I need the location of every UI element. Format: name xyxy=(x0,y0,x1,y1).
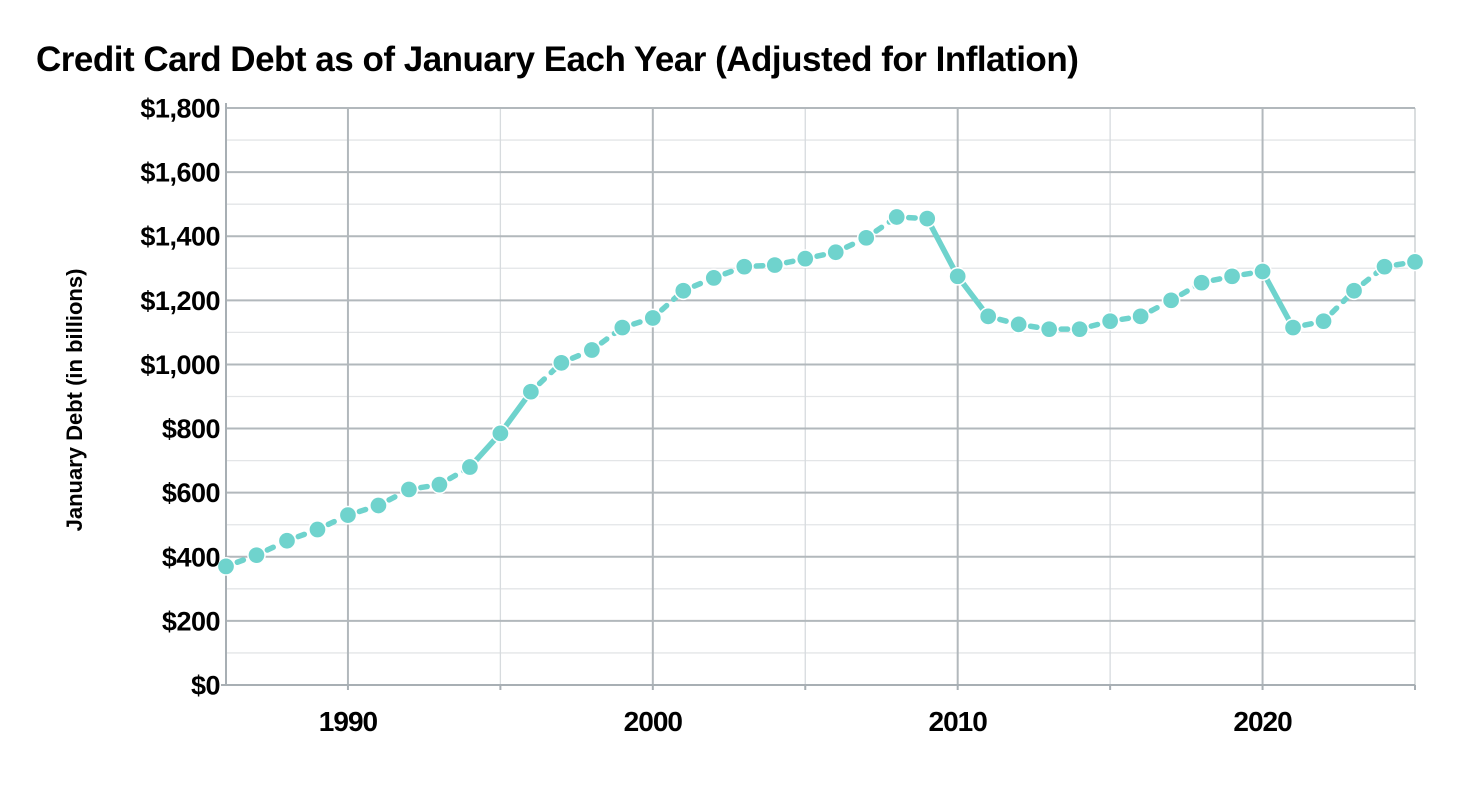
data-point xyxy=(856,228,876,248)
y-tick-label: $400 xyxy=(162,542,220,572)
data-point xyxy=(826,242,846,262)
data-point xyxy=(1222,266,1242,286)
x-tick-label: 1990 xyxy=(319,706,378,737)
data-point xyxy=(1131,307,1150,326)
data-point xyxy=(1283,318,1303,337)
data-point xyxy=(552,353,571,373)
data-point xyxy=(460,457,480,477)
x-tick-label: 2010 xyxy=(929,706,988,737)
data-point xyxy=(1314,311,1333,331)
y-tick-label: $200 xyxy=(162,606,220,636)
y-tick-label: $1,200 xyxy=(140,286,220,316)
data-point xyxy=(491,424,510,443)
data-point xyxy=(1344,281,1364,301)
data-point xyxy=(734,257,754,277)
data-point xyxy=(1253,262,1272,281)
y-tick-label: $0 xyxy=(191,671,220,701)
data-point xyxy=(216,557,236,576)
data-point xyxy=(308,520,327,539)
y-tick-label: $1,600 xyxy=(140,158,220,188)
data-point xyxy=(1375,257,1394,277)
data-point xyxy=(338,505,358,525)
data-point xyxy=(795,249,815,269)
chart-title: Credit Card Debt as of January Each Year… xyxy=(36,40,1079,79)
series-segment xyxy=(1259,268,1296,331)
x-tick-label: 2000 xyxy=(624,706,683,737)
y-tick-label: $1,800 xyxy=(140,94,220,124)
data-point xyxy=(1405,252,1425,272)
data-point xyxy=(247,545,266,565)
data-point xyxy=(1039,319,1059,339)
y-tick-label: $1,000 xyxy=(140,350,220,380)
series-segment xyxy=(924,215,961,280)
data-point xyxy=(582,340,602,360)
x-tick-label: 2020 xyxy=(1233,706,1292,737)
data-point xyxy=(277,531,297,551)
data-point xyxy=(643,308,663,328)
data-point xyxy=(369,496,388,515)
y-tick-label: $1,400 xyxy=(140,222,220,252)
y-axis-title: January Debt (in billions) xyxy=(62,269,87,532)
data-point xyxy=(1192,273,1211,293)
data-point xyxy=(1009,315,1029,334)
y-tick-label: $600 xyxy=(162,478,220,508)
data-point xyxy=(521,382,541,402)
data-point xyxy=(978,307,998,326)
data-point xyxy=(917,209,937,228)
data-point xyxy=(887,207,907,227)
data-point xyxy=(1070,319,1089,339)
data-point xyxy=(765,255,785,275)
data-point xyxy=(612,318,632,337)
data-point xyxy=(704,268,724,288)
data-point xyxy=(1100,311,1120,331)
data-point xyxy=(1161,290,1181,310)
data-point xyxy=(430,475,449,495)
data-point xyxy=(948,266,968,286)
y-tick-label: $800 xyxy=(162,414,220,444)
data-point xyxy=(673,281,693,301)
data-point xyxy=(399,480,419,499)
